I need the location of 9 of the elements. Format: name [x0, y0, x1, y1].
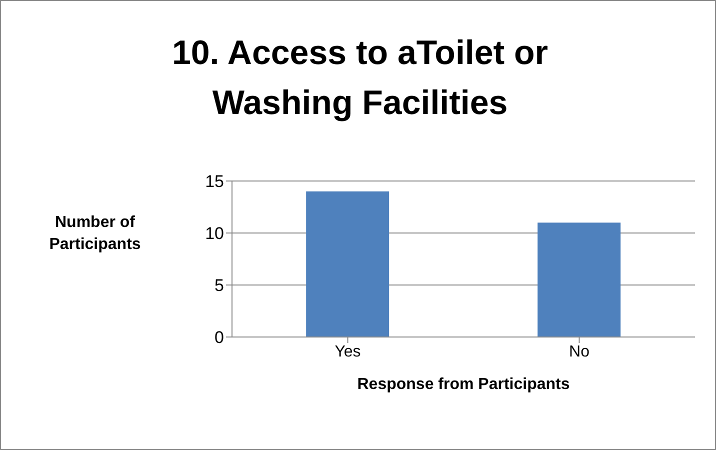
- x-axis-title: Response from Participants: [357, 376, 570, 393]
- y-tick-label: 15: [205, 172, 224, 192]
- y-tick-label: 10: [205, 224, 224, 244]
- x-tick-label: Yes: [334, 343, 361, 360]
- x-tick-label: No: [569, 343, 590, 360]
- y-tick-label: 5: [214, 276, 224, 296]
- y-axis-title: Number of Participants: [48, 213, 142, 255]
- chart-title: 10. Access to aToilet or Washing Facilities: [170, 33, 550, 124]
- y-tick-label: 0: [214, 328, 224, 348]
